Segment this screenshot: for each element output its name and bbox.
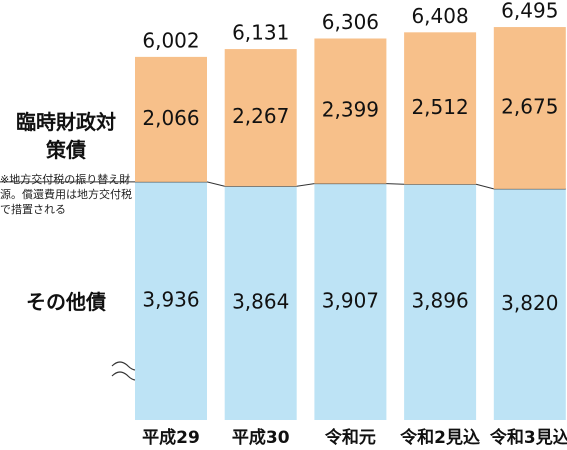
total-label: 6,131 — [232, 21, 289, 45]
bar-segment — [404, 32, 477, 185]
value-label: 3,936 — [142, 287, 199, 311]
connector — [386, 183, 405, 185]
bar-segment — [314, 38, 387, 184]
bar-segment — [493, 188, 566, 420]
value-label: 3,907 — [322, 288, 379, 312]
bar-segment — [493, 27, 566, 189]
value-label: 2,267 — [232, 104, 289, 128]
value-label: 3,820 — [501, 291, 558, 315]
value-label: 2,512 — [411, 95, 468, 119]
total-label: 6,306 — [322, 10, 379, 34]
bar-segment — [135, 56, 207, 182]
x-tick-label: 令和3見込 — [490, 427, 567, 448]
x-tick-label: 令和2見込 — [400, 427, 480, 448]
x-tick-label: 令和元 — [325, 427, 376, 448]
x-tick-label: 平成30 — [232, 427, 290, 448]
total-label: 6,002 — [142, 28, 199, 52]
bar-segment — [224, 49, 297, 187]
series-label: 臨時財政対策債 — [16, 110, 116, 162]
value-label: 2,399 — [322, 98, 379, 122]
series-label: その他債 — [26, 290, 106, 314]
bar-segment — [404, 184, 477, 420]
bar-segment — [224, 186, 297, 420]
bar-segment — [135, 181, 207, 420]
connector — [296, 183, 315, 187]
connector — [206, 181, 225, 187]
value-label: 3,896 — [411, 289, 468, 313]
connector — [475, 183, 494, 190]
total-label: 6,408 — [411, 4, 468, 28]
x-tick-label: 平成29 — [142, 427, 200, 448]
value-label: 3,864 — [232, 290, 289, 314]
value-label: 2,066 — [142, 106, 199, 130]
value-label: 2,675 — [501, 94, 558, 118]
note: ※地方交付税の振り替え財源。償還費用は地方交付税で措置される — [0, 173, 132, 216]
total-label: 6,495 — [501, 0, 558, 23]
bar-segment — [314, 183, 387, 420]
